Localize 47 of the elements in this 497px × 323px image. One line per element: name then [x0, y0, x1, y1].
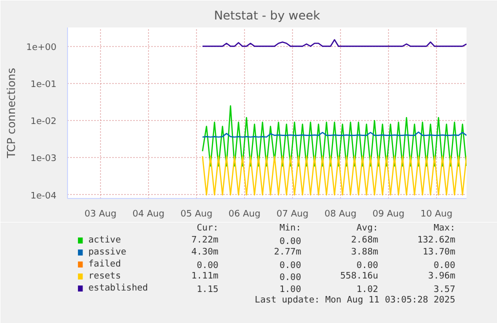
text: Cur:: [196, 224, 218, 234]
legend-label: established: [88, 284, 148, 294]
text: Max:: [434, 224, 456, 234]
x-tick-label: 10 Aug: [420, 210, 452, 220]
text: 3.96m: [428, 272, 456, 282]
text: 7.22m: [191, 236, 218, 246]
text: 0.00: [356, 261, 378, 271]
x-tick-label: 04 Aug: [132, 210, 164, 220]
text: 0.00: [434, 261, 456, 271]
text: 1.15: [196, 285, 218, 295]
x-tick-label: 08 Aug: [324, 210, 356, 220]
text: 3.57: [434, 285, 456, 295]
legend-label: failed: [88, 260, 121, 270]
text: 558.16u: [340, 272, 378, 282]
text: 0.00: [279, 237, 302, 247]
text: 2.68m: [351, 236, 378, 246]
text: 132.62m: [417, 236, 456, 246]
line-series: [202, 105, 466, 167]
legend-label: resets: [88, 272, 121, 282]
text: 13.70m: [422, 248, 456, 258]
y-tick-label: 1e-03: [30, 154, 57, 164]
text: 3.88m: [351, 248, 378, 258]
text: 4.30m: [191, 248, 218, 258]
y-axis-title: TCP connections: [5, 68, 18, 160]
text: 2.77m: [274, 248, 302, 258]
x-tick-label: 09 Aug: [372, 210, 404, 220]
text: 1.00: [279, 285, 302, 295]
y-tick-label: 1e-04: [30, 191, 57, 202]
x-tick-label: 07 Aug: [276, 210, 308, 220]
x-tick-label: 05 Aug: [180, 210, 212, 220]
y-tick-label: 1e-02: [30, 117, 57, 128]
text: 1.11m: [191, 272, 218, 282]
y-tick-label: 1e+00: [26, 42, 57, 53]
text: 0.00: [196, 261, 218, 271]
legend-label: passive: [88, 248, 126, 258]
text: Avg:: [356, 224, 378, 234]
legend-label: active: [88, 236, 121, 246]
line-series: [202, 39, 466, 47]
text: Last update: Mon Aug 11 03:05:28 2025: [254, 296, 456, 306]
y-tick-label: 1e-01: [30, 80, 57, 90]
x-tick-label: 06 Aug: [228, 210, 260, 220]
x-tick-label: 03 Aug: [84, 210, 116, 220]
text: 0.00: [279, 261, 302, 271]
text: Min:: [279, 224, 302, 234]
text: 0.00: [279, 273, 302, 283]
text: 1.02: [356, 285, 378, 295]
chart-title: Netstat - by week: [214, 8, 320, 22]
